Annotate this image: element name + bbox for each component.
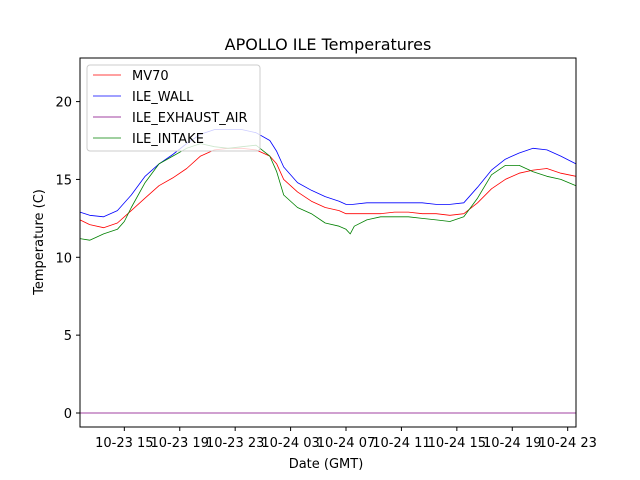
x-tick-label: 10-23 23: [206, 436, 264, 451]
y-axis-label: Temperature (C): [32, 189, 47, 296]
legend-label: ILE_EXHAUST_AIR: [132, 111, 248, 126]
y-tick-label: 20: [55, 96, 72, 111]
y-tick-label: 5: [64, 329, 72, 344]
y-axis: 0 5 10 15 20: [55, 96, 80, 422]
series-line-mv70: [79, 147, 577, 229]
legend-label: ILE_WALL: [132, 90, 194, 105]
y-tick-label: 15: [55, 173, 72, 188]
legend-box: [86, 64, 261, 152]
series-line-ile-wall: [79, 129, 577, 218]
series-line-ile-intake: [79, 143, 577, 241]
legend-label: ILE_INTAKE: [132, 132, 204, 147]
x-tick-label: 10-24 23: [538, 436, 596, 451]
legend-label: MV70: [132, 69, 169, 84]
x-tick-label: 10-23 15: [95, 436, 153, 451]
x-tick-label: 10-24 19: [483, 436, 541, 451]
y-tick-label: 0: [64, 407, 72, 422]
chart-title: APOLLO ILE Temperatures: [225, 35, 432, 54]
plot-frame: [79, 57, 577, 428]
x-tick-label: 10-24 11: [372, 436, 430, 451]
x-tick-label: 10-23 19: [151, 436, 209, 451]
x-tick-label: 10-24 15: [428, 436, 486, 451]
x-axis-label: Date (GMT): [289, 457, 364, 472]
y-tick-label: 10: [55, 251, 72, 266]
series-layer: [79, 129, 577, 414]
x-tick-label: 10-24 07: [317, 436, 375, 451]
legend: MV70 ILE_WALL ILE_EXHAUST_AIR ILE_INTAKE: [86, 64, 261, 152]
x-tick-label: 10-24 03: [261, 436, 319, 451]
